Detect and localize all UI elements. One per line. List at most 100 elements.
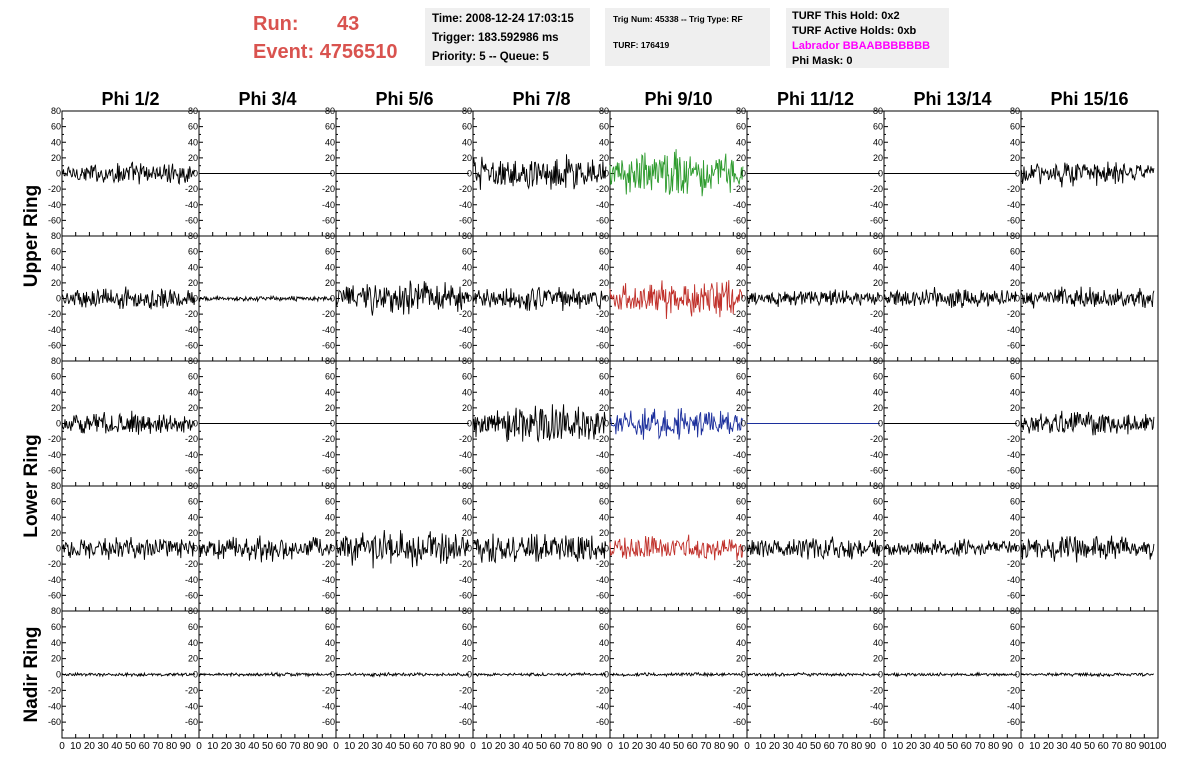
x-tick-label: 20 [1043,741,1055,752]
x-tick-label: 70 [974,741,986,752]
x-tick-label: 70 [152,741,164,752]
y-tick-label: 20 [462,278,472,288]
labrador-text: Labrador BBAABBBBBBB [792,40,931,52]
y-tick-label: -20 [733,559,746,569]
y-tick-label: -40 [733,200,746,210]
waveform-trace [609,534,744,561]
x-tick-label: 0 [881,741,887,752]
run-event-info: Run: 43 Event: 4756510 [253,10,398,66]
y-tick-label: 80 [599,481,609,491]
y-tick-label: -20 [733,184,746,194]
y-tick-label: 80 [325,356,335,366]
x-tick-label: 20 [221,741,233,752]
y-tick-label: -20 [870,309,883,319]
y-tick-label: 60 [188,247,198,257]
y-tick-label: 40 [736,387,746,397]
y-tick-label: -60 [733,465,746,475]
y-tick-label: 80 [736,106,746,116]
y-tick-label: 80 [736,481,746,491]
x-tick-label: 10 [344,741,356,752]
column-title-phi: Phi 1/2 [101,89,159,109]
y-tick-label: -60 [1007,215,1020,225]
y-tick-label: 20 [51,278,61,288]
x-tick-label: 30 [509,741,521,752]
y-tick-label: 40 [462,512,472,522]
y-tick-label: 40 [188,262,198,272]
y-tick-label: 40 [599,137,609,147]
x-tick-label: 0 [196,741,202,752]
y-tick-label: 20 [873,153,883,163]
x-tick-label: 70 [289,741,301,752]
waveform-trace [1020,671,1154,678]
y-tick-label: -60 [459,215,472,225]
y-tick-label: 60 [1010,122,1020,132]
y-tick-label: 0 [56,169,61,179]
column-title-phi: Phi 11/12 [777,89,854,109]
y-tick-label: 60 [188,497,198,507]
y-tick-label: -40 [185,200,198,210]
y-tick-label: 0 [878,169,883,179]
y-tick-label: -40 [733,325,746,335]
y-tick-label: -20 [459,309,472,319]
y-tick-label: 40 [188,512,198,522]
y-tick-label: 60 [736,247,746,257]
x-tick-label: 80 [577,741,589,752]
ring-label: Lower Ring [21,434,42,537]
y-tick-label: 60 [51,122,61,132]
y-tick-label: -20 [322,559,335,569]
y-tick-label: 0 [56,544,61,554]
y-tick-label: 60 [325,622,335,632]
y-tick-label: -20 [459,685,472,695]
y-tick-label: -40 [733,701,746,711]
y-tick-label: -20 [870,559,883,569]
waveform-trace [472,286,607,312]
y-tick-label: 40 [462,387,472,397]
y-tick-label: 20 [1010,278,1020,288]
y-tick-label: -60 [1007,465,1020,475]
y-tick-label: 60 [736,122,746,132]
waveform-trace [198,671,333,678]
y-tick-label: 80 [599,356,609,366]
y-tick-label: 0 [56,670,61,680]
y-tick-label: -60 [48,340,61,350]
y-tick-label: 80 [736,606,746,616]
y-tick-label: -20 [322,685,335,695]
y-tick-label: 80 [873,356,883,366]
y-tick-label: 60 [462,372,472,382]
y-tick-label: 40 [873,137,883,147]
y-tick-label: 0 [56,294,61,304]
y-tick-label: -40 [322,575,335,585]
y-tick-label: -20 [870,184,883,194]
y-tick-label: 20 [736,528,746,538]
y-tick-label: -60 [185,340,198,350]
y-tick-label: 80 [51,356,61,366]
waveform-trace [1020,161,1155,188]
x-tick-label: 20 [358,741,370,752]
time-trigger-box: Time: 2008-12-24 17:03:15 Trigger: 183.5… [425,8,590,66]
x-tick-label: 90 [728,741,740,752]
y-tick-label: -60 [596,215,609,225]
waveform-trace [883,671,1018,678]
x-tick-label: 30 [235,741,247,752]
y-tick-label: -60 [322,215,335,225]
y-tick-label: 40 [51,638,61,648]
y-tick-label: -40 [459,450,472,460]
y-tick-label: -40 [1007,450,1020,460]
x-tick-label: 20 [84,741,96,752]
waveform-trace [609,149,744,197]
y-tick-label: -60 [459,590,472,600]
y-tick-label: -60 [322,340,335,350]
y-tick-label: 0 [330,169,335,179]
x-tick-label: 30 [920,741,932,752]
waveform-trace [609,280,744,320]
y-tick-label: 60 [188,372,198,382]
y-tick-label: -40 [185,575,198,585]
y-tick-label: 40 [599,387,609,397]
y-tick-label: -20 [596,434,609,444]
y-tick-label: 80 [51,481,61,491]
y-tick-label: -60 [1007,340,1020,350]
x-tick-label: 50 [947,741,959,752]
y-tick-label: 60 [51,622,61,632]
y-tick-label: 0 [604,544,609,554]
waveform-trace [1020,535,1155,563]
